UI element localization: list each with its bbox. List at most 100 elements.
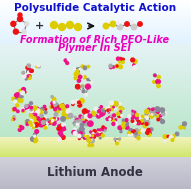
- Circle shape: [75, 131, 77, 133]
- Circle shape: [36, 111, 39, 113]
- Bar: [0, 173, 191, 174]
- Circle shape: [172, 135, 175, 138]
- Bar: [0, 108, 191, 109]
- Bar: [0, 121, 191, 122]
- Circle shape: [145, 113, 149, 118]
- Circle shape: [79, 136, 80, 138]
- Bar: [0, 82, 191, 83]
- Circle shape: [134, 129, 139, 134]
- Circle shape: [88, 114, 92, 118]
- Bar: [0, 59, 191, 60]
- Bar: [0, 9, 191, 10]
- Circle shape: [15, 93, 19, 98]
- Circle shape: [122, 61, 124, 64]
- Bar: [0, 92, 191, 93]
- Bar: [0, 38, 191, 39]
- Circle shape: [147, 129, 150, 132]
- Circle shape: [103, 108, 104, 110]
- Circle shape: [66, 105, 69, 108]
- Circle shape: [125, 125, 129, 129]
- Circle shape: [135, 129, 138, 132]
- Bar: [0, 161, 191, 162]
- Circle shape: [64, 129, 66, 130]
- Circle shape: [99, 129, 101, 131]
- Circle shape: [111, 119, 112, 120]
- Circle shape: [97, 135, 99, 137]
- Circle shape: [65, 114, 70, 119]
- Circle shape: [18, 16, 23, 22]
- Bar: [0, 24, 191, 25]
- Circle shape: [34, 135, 36, 137]
- Circle shape: [156, 79, 160, 84]
- Circle shape: [148, 133, 151, 136]
- Circle shape: [34, 123, 39, 127]
- Circle shape: [32, 106, 36, 110]
- Circle shape: [58, 125, 61, 128]
- Bar: [0, 90, 191, 91]
- Circle shape: [101, 134, 104, 137]
- Circle shape: [117, 57, 120, 60]
- Circle shape: [98, 113, 100, 115]
- Circle shape: [125, 119, 128, 122]
- Circle shape: [105, 127, 106, 129]
- Circle shape: [114, 103, 117, 106]
- Circle shape: [57, 138, 61, 141]
- Circle shape: [160, 108, 164, 112]
- Circle shape: [32, 127, 34, 129]
- Circle shape: [98, 130, 100, 132]
- Circle shape: [103, 127, 105, 129]
- Circle shape: [31, 124, 35, 127]
- Bar: [0, 107, 191, 108]
- Bar: [0, 27, 191, 28]
- Circle shape: [133, 130, 136, 133]
- Circle shape: [31, 69, 33, 72]
- Circle shape: [119, 65, 122, 69]
- Circle shape: [49, 106, 52, 108]
- Circle shape: [72, 130, 76, 134]
- Bar: [0, 64, 191, 65]
- Circle shape: [146, 129, 150, 132]
- Bar: [0, 115, 191, 116]
- Circle shape: [83, 76, 86, 79]
- Circle shape: [67, 58, 70, 60]
- Bar: [0, 137, 191, 138]
- Circle shape: [134, 131, 135, 133]
- Circle shape: [26, 123, 28, 125]
- Bar: [0, 137, 191, 138]
- Bar: [0, 157, 191, 158]
- Bar: [0, 14, 191, 15]
- Circle shape: [144, 116, 148, 119]
- Circle shape: [29, 108, 32, 111]
- Circle shape: [79, 118, 82, 121]
- Circle shape: [131, 24, 137, 30]
- Circle shape: [83, 120, 86, 123]
- Circle shape: [140, 121, 144, 124]
- Bar: [0, 176, 191, 177]
- Bar: [0, 163, 191, 164]
- Bar: [0, 122, 191, 123]
- Bar: [0, 187, 191, 188]
- Circle shape: [44, 111, 47, 114]
- Circle shape: [58, 23, 66, 30]
- Circle shape: [163, 135, 167, 139]
- Circle shape: [61, 126, 63, 129]
- Bar: [0, 6, 191, 7]
- Circle shape: [154, 74, 156, 76]
- Circle shape: [78, 73, 79, 74]
- Bar: [0, 30, 191, 31]
- Circle shape: [108, 106, 110, 108]
- Circle shape: [61, 117, 65, 121]
- Circle shape: [131, 134, 133, 136]
- Circle shape: [134, 111, 136, 113]
- Bar: [0, 20, 191, 21]
- Circle shape: [106, 118, 109, 120]
- Bar: [0, 181, 191, 182]
- Circle shape: [54, 113, 57, 116]
- Circle shape: [145, 109, 149, 114]
- Circle shape: [76, 120, 79, 123]
- Circle shape: [133, 66, 137, 70]
- Circle shape: [119, 140, 120, 141]
- Circle shape: [25, 22, 29, 26]
- Bar: [0, 91, 191, 92]
- Circle shape: [19, 99, 23, 103]
